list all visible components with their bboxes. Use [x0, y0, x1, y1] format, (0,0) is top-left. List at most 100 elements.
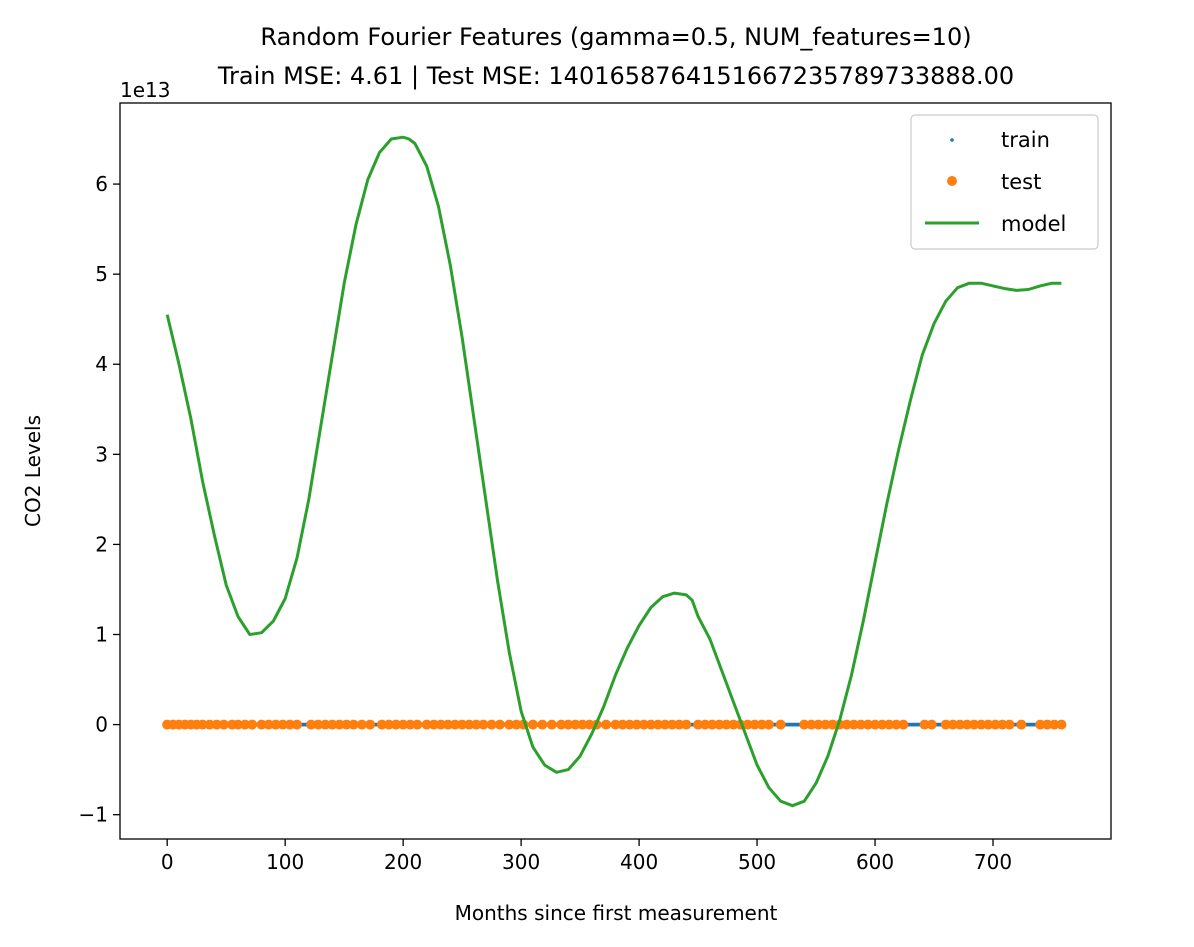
legend-train-marker — [950, 138, 954, 142]
test-point — [962, 719, 973, 730]
test-point — [877, 719, 888, 730]
test-point — [577, 719, 588, 730]
x-tick-label: 300 — [502, 850, 540, 874]
test-point — [334, 719, 345, 730]
test-point — [728, 719, 739, 730]
test-point — [919, 719, 930, 730]
x-axis-ticks: 0 100 200 300 400 500 600 700 — [161, 839, 1012, 874]
test-point — [870, 719, 881, 730]
test-point — [714, 719, 725, 730]
test-point — [232, 719, 243, 730]
test-point — [1016, 719, 1027, 730]
test-point — [820, 719, 831, 730]
test-point — [391, 719, 402, 730]
test-point — [721, 719, 732, 730]
test-point — [365, 719, 376, 730]
test-point — [376, 719, 387, 730]
test-point — [841, 719, 852, 730]
test-point — [341, 719, 352, 730]
y-tick-label: 6 — [95, 172, 108, 196]
x-axis-label: Months since first measurement — [455, 901, 778, 925]
test-point — [570, 719, 581, 730]
test-point — [211, 719, 222, 730]
test-point — [660, 719, 671, 730]
test-point — [983, 719, 994, 730]
test-point — [813, 719, 824, 730]
x-tick-label: 600 — [856, 850, 894, 874]
test-point — [247, 719, 258, 730]
test-point — [197, 719, 208, 730]
test-point — [926, 719, 937, 730]
test-point — [667, 719, 678, 730]
test-point — [537, 719, 548, 730]
test-point — [848, 719, 859, 730]
test-point — [204, 719, 215, 730]
test-point — [356, 719, 367, 730]
test-point — [478, 719, 489, 730]
test-point — [348, 719, 359, 730]
test-point — [405, 719, 416, 730]
y-tick-label: 4 — [95, 352, 108, 376]
x-tick-label: 500 — [738, 850, 776, 874]
legend: train test model — [910, 114, 1099, 250]
test-point — [556, 719, 567, 730]
test-point — [270, 719, 281, 730]
test-point — [421, 719, 432, 730]
test-point — [763, 719, 774, 730]
test-point — [775, 719, 786, 730]
test-point — [277, 719, 288, 730]
test-point — [617, 719, 628, 730]
test-point — [494, 719, 505, 730]
test-point — [1035, 719, 1046, 730]
legend-box — [910, 114, 1099, 250]
test-point — [263, 719, 274, 730]
test-point — [527, 719, 538, 730]
test-point — [1049, 719, 1060, 730]
x-tick-label: 700 — [974, 850, 1012, 874]
test-point — [218, 719, 229, 730]
x-tick-label: 200 — [384, 850, 422, 874]
test-point — [1056, 719, 1067, 730]
legend-test-marker — [947, 176, 957, 186]
test-point — [799, 719, 810, 730]
test-point — [862, 719, 873, 730]
y-offset-label: 1e13 — [120, 78, 170, 102]
test-point — [610, 719, 621, 730]
chart-subtitle: Train MSE: 4.61 | Test MSE: 140165876415… — [217, 62, 1014, 90]
y-axis-label: CO2 Levels — [21, 415, 45, 527]
test-point — [891, 719, 902, 730]
test-point — [398, 719, 409, 730]
legend-test-label: test — [1001, 170, 1041, 194]
test-point — [457, 719, 468, 730]
test-point — [471, 719, 482, 730]
test-point — [584, 719, 595, 730]
test-point — [563, 719, 574, 730]
test-point — [700, 719, 711, 730]
x-tick-label: 400 — [620, 850, 658, 874]
test-point — [327, 719, 338, 730]
test-point — [631, 719, 642, 730]
test-point — [1042, 719, 1053, 730]
test-point — [884, 719, 895, 730]
test-point — [954, 719, 965, 730]
test-point — [291, 719, 302, 730]
chart-title: Random Fourier Features (gamma=0.5, NUM_… — [260, 23, 971, 51]
y-tick-label: 5 — [95, 262, 108, 286]
test-point — [806, 719, 817, 730]
test-point — [898, 719, 909, 730]
test-point — [693, 719, 704, 730]
y-axis-ticks: −1 0 1 2 3 4 5 6 — [79, 172, 120, 827]
test-point — [645, 719, 656, 730]
test-point — [412, 719, 423, 730]
plot-frame — [119, 102, 1112, 840]
test-point — [450, 719, 461, 730]
series-layer — [162, 135, 1067, 808]
test-point — [320, 719, 331, 730]
test-point — [742, 719, 753, 730]
test-point — [240, 719, 251, 730]
test-point — [976, 719, 987, 730]
y-tick-label: 0 — [95, 713, 108, 737]
y-tick-label: 2 — [95, 532, 108, 556]
test-point — [511, 719, 522, 730]
